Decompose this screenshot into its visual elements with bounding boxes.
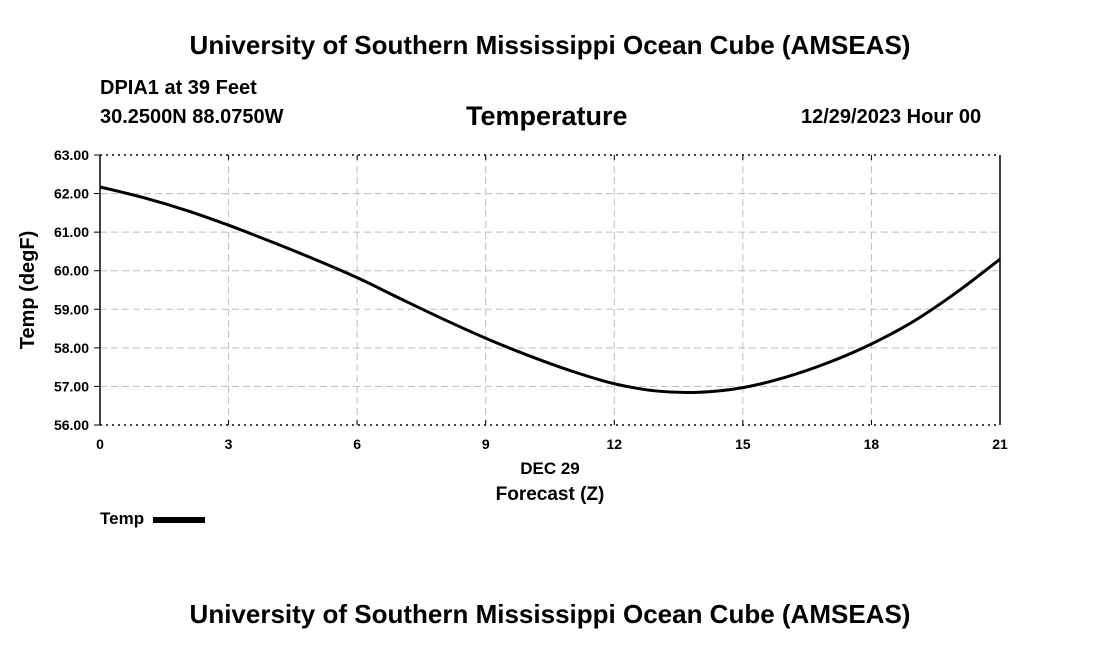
- y-tick-label: 63.00: [54, 147, 89, 163]
- chart-title: Temperature: [466, 101, 628, 131]
- y-tick-label: 60.00: [54, 263, 89, 279]
- tick-labels: 56.00 57.00 58.00 59.00 60.00 61.00 62.00 63.00…: [54, 147, 1008, 452]
- x-tick-label: 21: [992, 436, 1008, 452]
- x-axis-date-label: DEC 29: [520, 459, 580, 478]
- grid-lines: [100, 154, 1000, 426]
- x-tick-label: 15: [735, 436, 751, 452]
- y-tick-label: 59.00: [54, 301, 89, 317]
- series-layer: [99, 185, 1001, 394]
- y-axis-label: Temp (degF): [17, 231, 39, 350]
- y-tick-label: 61.00: [54, 224, 89, 240]
- forecast-datetime: 12/29/2023 Hour 00: [801, 106, 982, 128]
- chart-main-title: University of Southern Mississippi Ocean…: [189, 30, 911, 60]
- series-line-temp: [99, 185, 1001, 394]
- y-tick-label: 57.00: [54, 378, 89, 394]
- x-tick-label: 6: [353, 436, 361, 452]
- legend-line-swatch: [153, 517, 206, 523]
- footer-title: University of Southern Mississippi Ocean…: [189, 599, 911, 629]
- legend: Temp: [100, 509, 206, 529]
- legend-label: Temp: [100, 509, 145, 528]
- x-tick-label: 0: [96, 436, 104, 452]
- x-tick-label: 3: [225, 436, 233, 452]
- station-label: DPIA1 at 39 Feet: [100, 77, 257, 99]
- x-tick-label: 18: [864, 436, 880, 452]
- y-tick-label: 58.00: [54, 340, 89, 356]
- y-tick-label: 62.00: [54, 186, 89, 202]
- x-axis-label: Forecast (Z): [496, 484, 605, 505]
- axes: [94, 154, 1001, 426]
- x-tick-label: 9: [482, 436, 490, 452]
- y-tick-label: 56.00: [54, 417, 89, 433]
- x-tick-label: 12: [606, 436, 622, 452]
- coordinates-label: 30.2500N 88.0750W: [100, 106, 284, 128]
